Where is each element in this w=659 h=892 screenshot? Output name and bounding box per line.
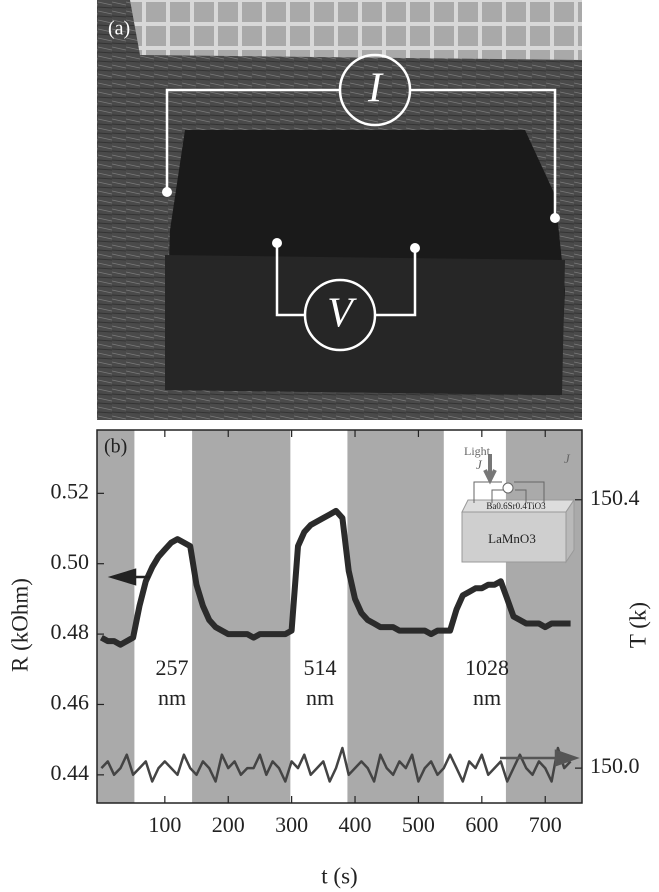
annotation: 257 nm	[156, 655, 189, 710]
inset-light: Light	[464, 444, 491, 458]
y-tick-label: 0.48	[51, 619, 90, 644]
annotation: 514 nm	[304, 655, 337, 710]
x-tick-label: 700	[529, 812, 562, 837]
light-arrow	[483, 454, 497, 485]
circuit	[165, 88, 557, 317]
x-tick-label: 200	[212, 812, 245, 837]
inset-substrate: LaMnO3	[488, 531, 536, 546]
x-tick-label: 100	[148, 812, 181, 837]
inset-current: J	[476, 457, 483, 472]
y2-axis-label: T (k)	[625, 602, 650, 648]
y2-tick-label: 150.0	[590, 753, 640, 778]
grid-paper	[130, 0, 582, 60]
data-line	[99, 507, 571, 648]
contacts	[162, 187, 560, 253]
y-tick-label: 0.52	[51, 478, 90, 503]
chart-panel: 100 200 300 400 500 600 700 0.44 0.46 0.48 0.50 0.5…	[7, 429, 650, 888]
current-label: I	[367, 66, 384, 112]
x-tick-label: 400	[339, 812, 372, 837]
plot-background	[97, 430, 582, 803]
photo-panel: (a) I V	[97, 0, 582, 420]
inset-circuit	[473, 481, 545, 503]
inset-meter	[502, 482, 514, 494]
inset-film: Ba0.6Sr0.4TiO3	[486, 501, 546, 511]
sample-lower	[165, 255, 565, 395]
substrate-side	[565, 498, 575, 564]
voltage-label: V	[327, 291, 357, 337]
ammeter	[338, 53, 412, 127]
shaded-band	[97, 430, 135, 803]
plot-frame	[96, 429, 583, 804]
annotation: 1028 nm	[465, 655, 509, 710]
voltmeter	[303, 278, 377, 352]
inset-current: J	[564, 451, 571, 466]
y-tick-label: 0.50	[51, 549, 90, 574]
x-axis-label: t (s)	[321, 863, 357, 888]
y-axis-label: R (kOhm)	[7, 578, 32, 672]
panel-label: (b)	[104, 436, 127, 458]
data-line	[100, 746, 572, 783]
arrow-right	[500, 749, 580, 767]
x-tick-label: 300	[275, 812, 308, 837]
x-tick-label: 500	[402, 812, 435, 837]
y2-tick-label: 150.4	[590, 485, 640, 510]
y-tick-label: 0.46	[51, 690, 90, 715]
x-tick-label: 600	[465, 812, 498, 837]
y-tick-label: 0.44	[51, 760, 90, 785]
arrow-left	[107, 568, 150, 586]
panel-label: (a)	[108, 18, 130, 40]
